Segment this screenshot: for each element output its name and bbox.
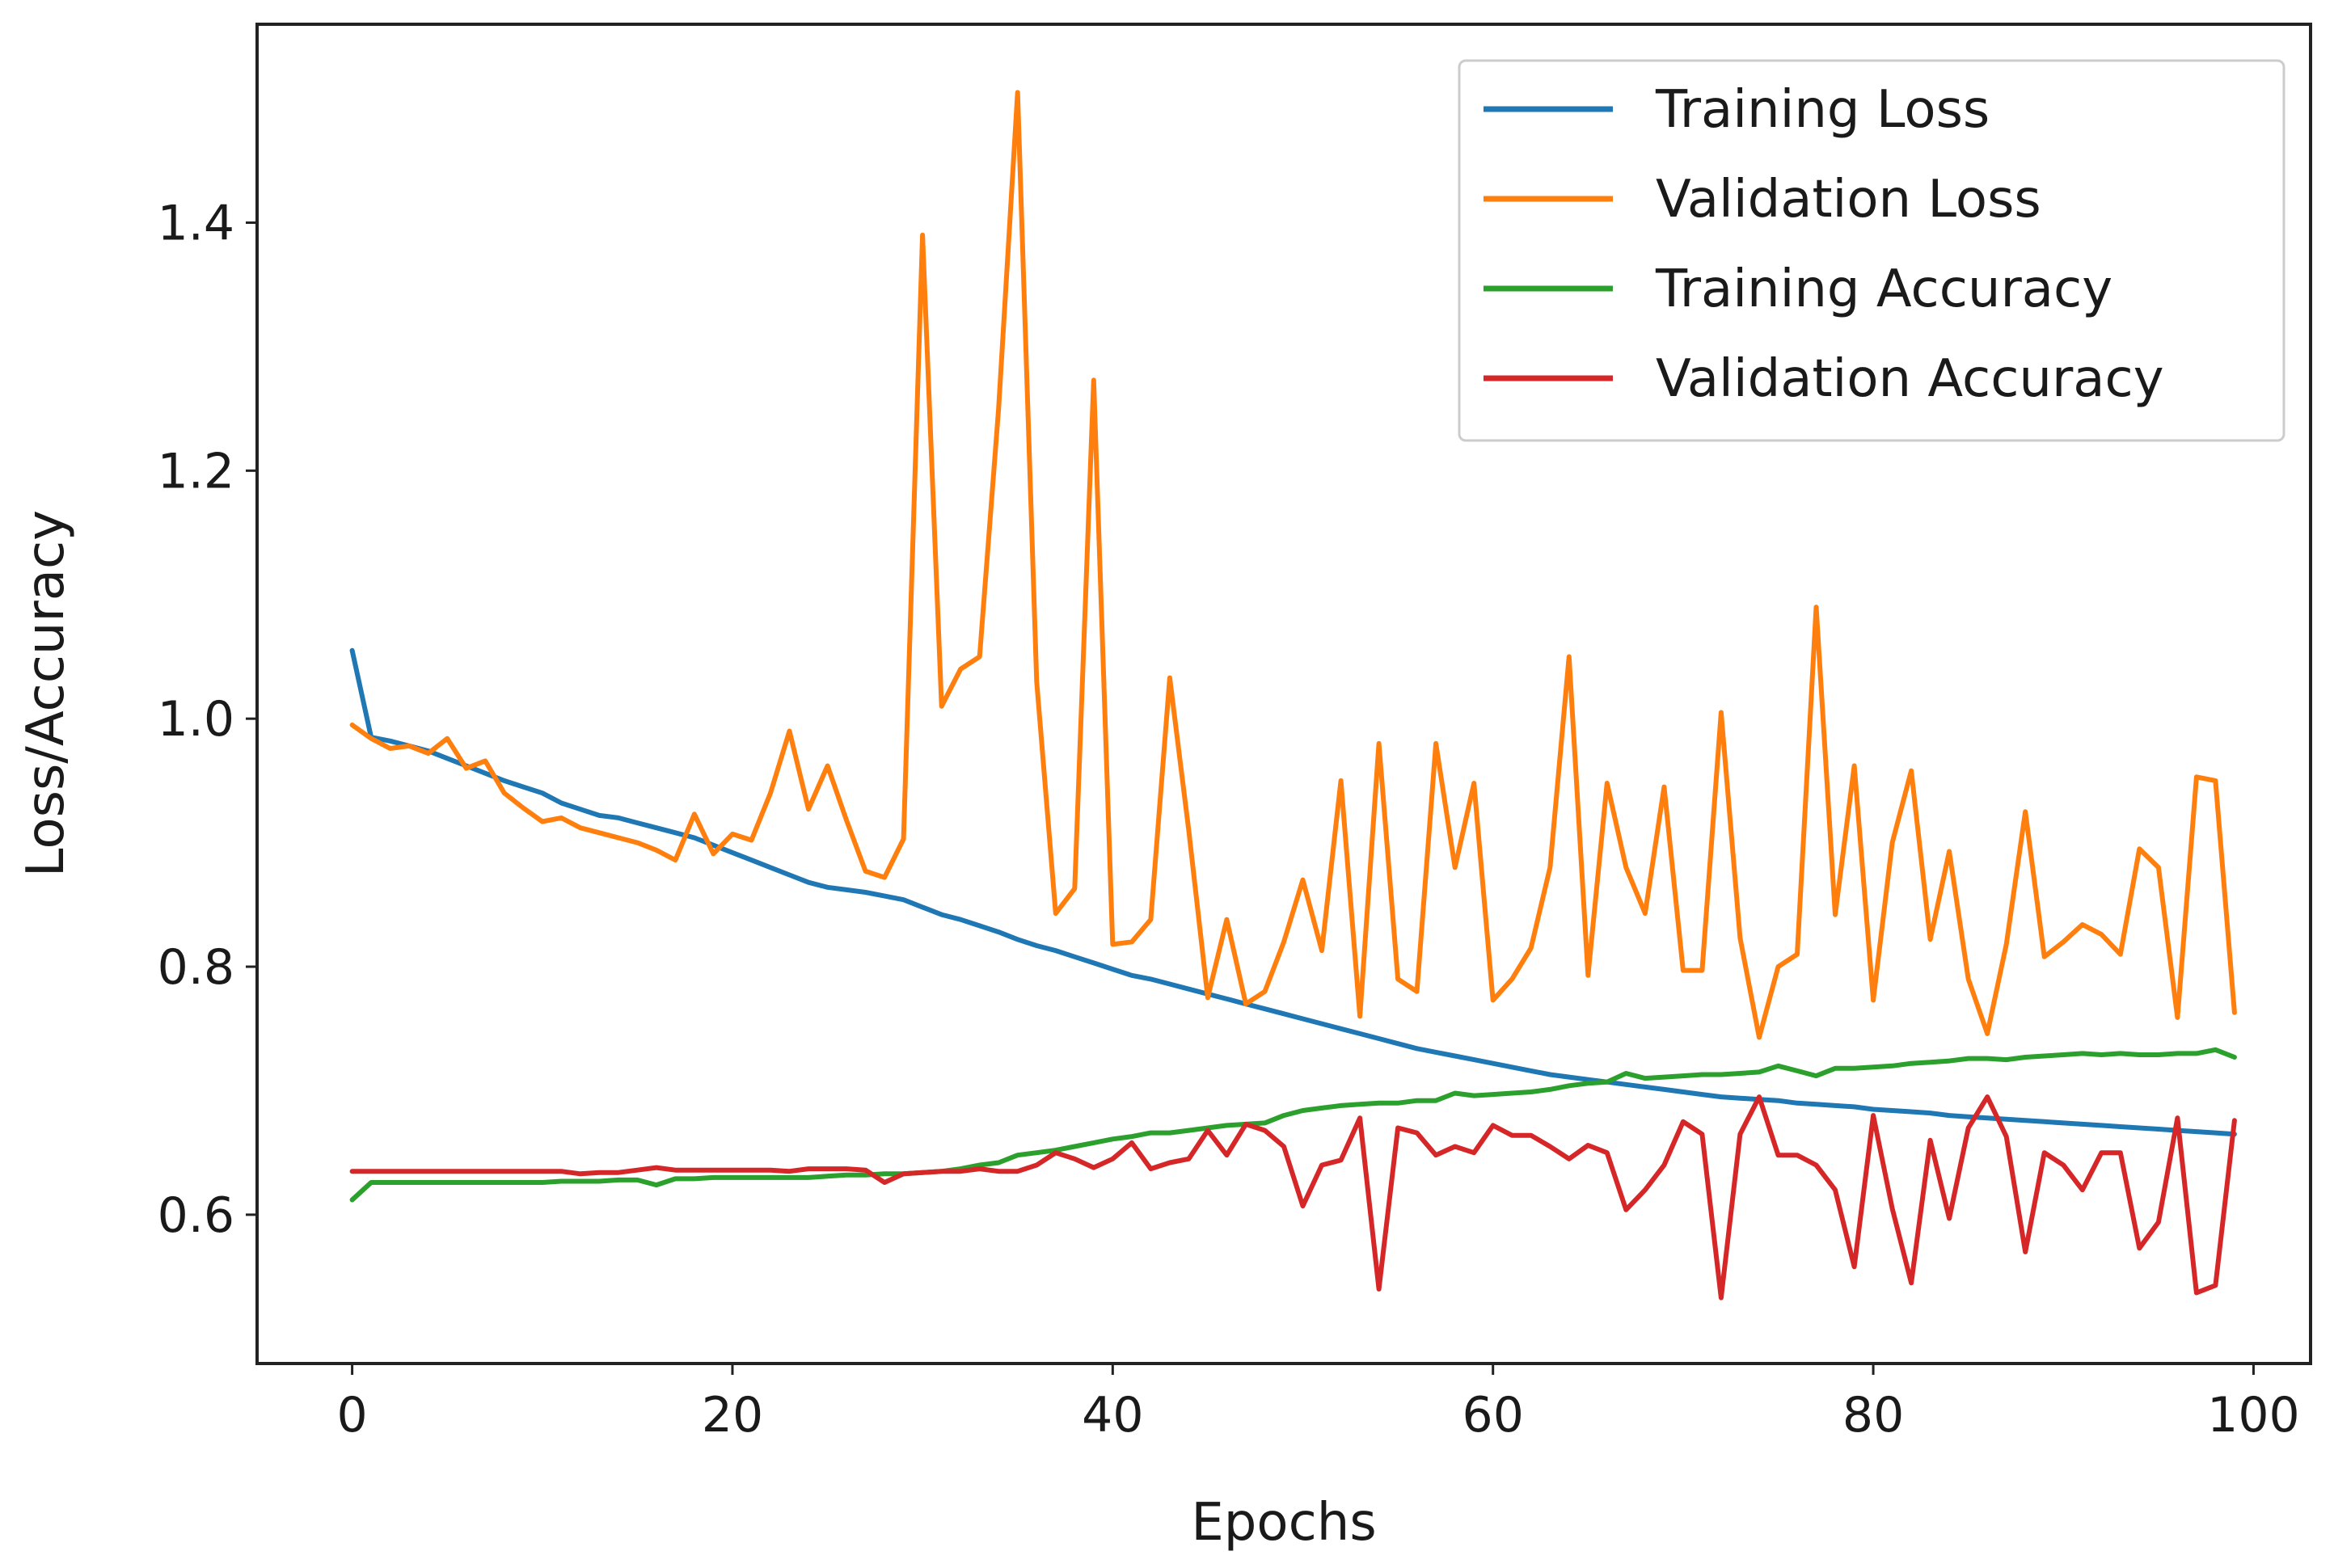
series-line-validation-loss [349,90,2237,1040]
y-tick-label: 1.4 [158,195,234,251]
x-tick-label: 100 [2207,1387,2300,1444]
legend: Training Loss Validation Loss Training Acc… [1458,59,2285,442]
legend-label: Training Loss [1655,80,1990,140]
series-line-training-accuracy [349,1047,2237,1203]
y-tick-label: 1.0 [158,691,234,748]
legend-label: Training Accuracy [1655,259,2112,319]
series-line-validation-accuracy [349,1094,2237,1300]
x-tick-label: 60 [1462,1387,1524,1444]
x-tick-label: 0 [336,1387,367,1444]
y-axis-label: Loss/Accuracy [16,510,76,877]
y-tick-label: 0.6 [158,1187,234,1244]
series-layer [349,90,2237,1300]
legend-label: Validation Accuracy [1656,349,2164,409]
x-axis-label: Epochs [1191,1493,1376,1553]
x-tick-label: 80 [1842,1387,1904,1444]
x-tick-label: 40 [1082,1387,1143,1444]
y-axis: 0.6 0.8 1.0 1.2 1.4 [158,195,257,1244]
plot-frame [255,23,2312,1365]
legend-box [1458,59,2285,442]
y-tick-label: 0.8 [158,939,234,996]
x-tick-label: 20 [702,1387,763,1444]
legend-label: Validation Loss [1656,170,2041,230]
x-axis: 0 20 40 60 80 100 [336,1364,2300,1444]
y-tick-label: 1.2 [158,443,234,499]
series-line-training-loss [349,647,2237,1137]
